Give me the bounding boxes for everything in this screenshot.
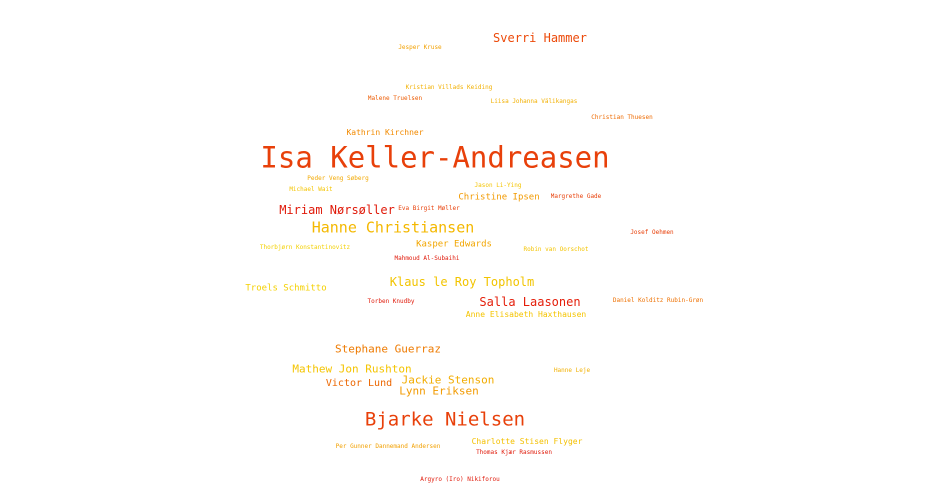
word-cloud-term: Hanne Leje bbox=[553, 367, 591, 374]
word-cloud-term: Hanne Christiansen bbox=[311, 218, 475, 237]
word-cloud-term: Malene Truelsen bbox=[367, 95, 423, 102]
word-cloud-term: Jesper Kruse bbox=[398, 44, 442, 51]
word-cloud-term: Thorbjørn Konstantinovitz bbox=[259, 244, 351, 251]
word-cloud-term: Michael Wait bbox=[289, 186, 333, 193]
word-cloud-term: Christian Thuesen bbox=[591, 114, 653, 121]
word-cloud-term: Victor Lund bbox=[325, 378, 393, 389]
word-cloud-term: Stephane Guerraz bbox=[335, 342, 441, 356]
word-cloud-term: Mahmoud Al-Subaihi bbox=[394, 255, 460, 262]
word-cloud-term: Eva Birgit Møller bbox=[398, 205, 460, 212]
word-cloud-term: Kristian Villads Keiding bbox=[405, 84, 493, 91]
word-cloud-term: Anne Elisabeth Haxthausen bbox=[465, 310, 587, 319]
word-cloud-term: Sverri Hammer bbox=[493, 31, 587, 45]
word-cloud-term: Thomas Kjær Rasmussen bbox=[476, 449, 552, 456]
word-cloud-term: Margrethe Gade bbox=[550, 193, 602, 200]
word-cloud-term: Mathew Jon Rushton bbox=[292, 362, 412, 376]
word-cloud-term: Jason Li-Ying bbox=[474, 182, 522, 189]
word-cloud-term: Troels Schmitto bbox=[245, 283, 327, 294]
word-cloud-term: Kasper Edwards bbox=[416, 239, 492, 250]
word-cloud-term: Salla Laasonen bbox=[479, 295, 581, 309]
word-cloud-term: Jackie Stenson bbox=[401, 373, 495, 387]
word-cloud-term: Kathrin Kirchner bbox=[346, 128, 424, 137]
word-cloud-term: Isa Keller-Andreasen bbox=[260, 140, 610, 175]
word-cloud-term: Per Gunner Dannemand Andersen bbox=[335, 443, 441, 450]
word-cloud-term: Lynn Eriksen bbox=[399, 384, 479, 398]
word-cloud-term: Klaus le Roy Topholm bbox=[389, 275, 535, 289]
word-cloud-term: Argyro (Iro) Nikiforou bbox=[420, 476, 500, 483]
word-cloud-term: Liisa Johanna Välikangas bbox=[490, 98, 578, 105]
word-cloud-term: Peder Veng Søberg bbox=[307, 175, 369, 182]
word-cloud-term: Christine Ipsen bbox=[458, 192, 540, 203]
word-cloud-term: Charlotte Stisen Flyger bbox=[471, 437, 583, 446]
word-cloud-term: Miriam Nørsøller bbox=[279, 203, 395, 217]
word-cloud-term: Torben Knudby bbox=[367, 298, 415, 305]
word-cloud-term: Bjarke Nielsen bbox=[364, 408, 526, 431]
word-cloud-term: Robin van Oorschot bbox=[523, 246, 589, 253]
word-cloud-term: Daniel Kolditz Rubin-Grøn bbox=[612, 297, 704, 304]
word-cloud-term: Josef Oehmen bbox=[630, 229, 674, 236]
